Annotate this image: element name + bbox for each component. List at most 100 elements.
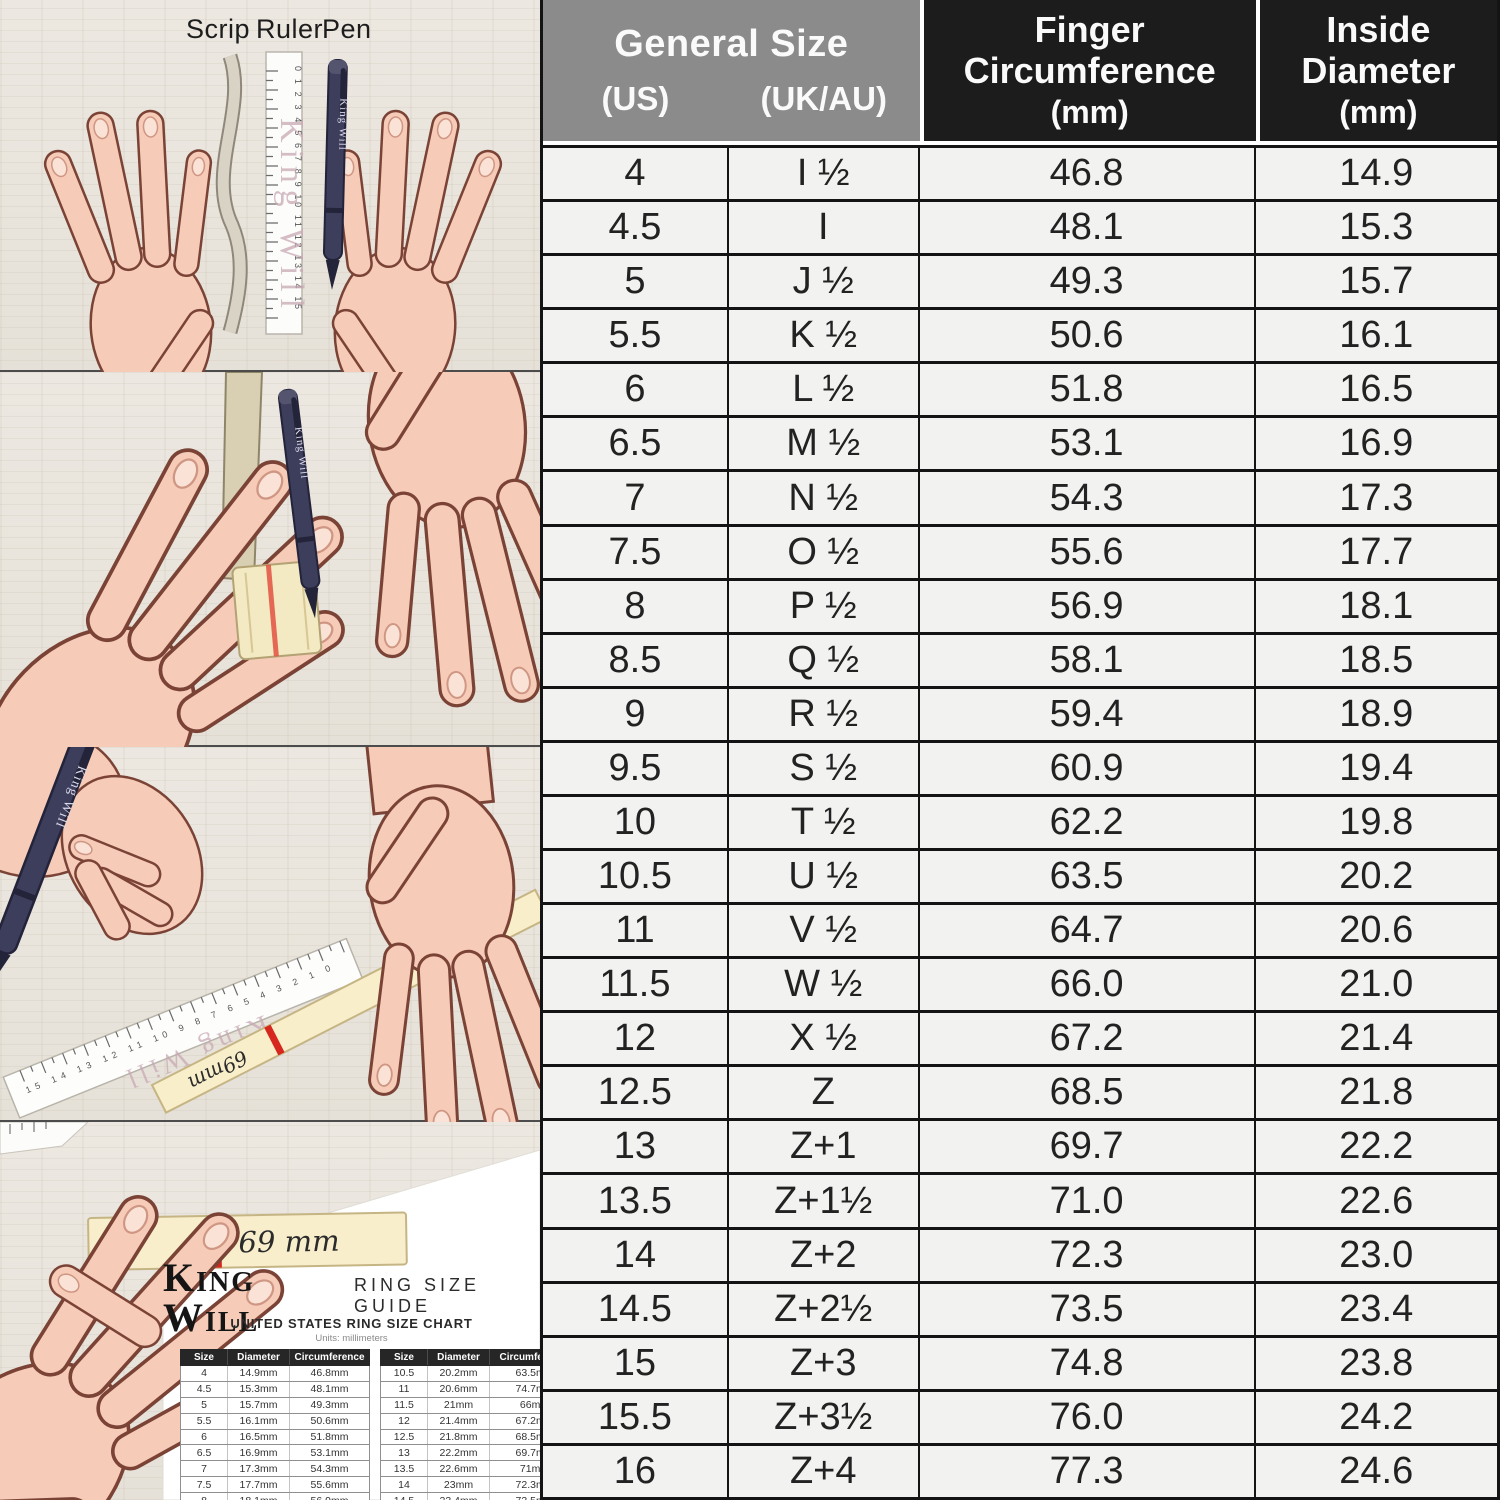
cell-circumference: 60.9 [919, 742, 1256, 794]
cell-us: 14 [543, 1229, 729, 1281]
mini-cell: 49.3mm [289, 1397, 369, 1413]
mini-table-row: 4.5 15.3mm 48.1mm [180, 1381, 370, 1398]
table-row: 15 Z+3 74.8 23.8 [543, 1337, 1497, 1392]
mini-cell: 63.5mm [489, 1366, 540, 1381]
mini-table-row: 11.5 21mm66mm [380, 1397, 540, 1414]
mini-cell: 53.1mm [289, 1445, 369, 1461]
table-row: 7.5 O ½ 55.6 17.7 [543, 526, 1497, 581]
cell-uk: P ½ [728, 580, 920, 632]
cell-diameter: 14.9 [1255, 148, 1497, 200]
mini-cell: 7 [201, 1462, 207, 1475]
mini-cell: 20.6mm [427, 1381, 489, 1397]
cell-uk: L ½ [728, 364, 920, 416]
cell-diameter: 17.3 [1255, 472, 1497, 524]
cell-us: 16 [543, 1445, 729, 1497]
mini-cell: 46.8mm [289, 1366, 369, 1381]
cell-uk: O ½ [728, 526, 920, 578]
cell-us: 7 [543, 472, 729, 524]
mini-cell: 48.1mm [289, 1381, 369, 1397]
cell-us: 13 [543, 1121, 729, 1173]
mini-cell: 8 [181, 1495, 227, 1500]
mini-cell: 15.3mm [227, 1381, 289, 1397]
cell-diameter: 16.1 [1255, 310, 1497, 362]
mini-cell: 68.5mm [489, 1429, 540, 1445]
cell-us: 7.5 [543, 526, 729, 578]
table-header: General Size (US) (UK/AU) Finger Circumf… [543, 0, 1497, 145]
cell-circumference: 56.9 [919, 580, 1256, 632]
cell-diameter: 16.5 [1255, 364, 1497, 416]
cell-us: 12 [543, 1013, 729, 1065]
table-row: 12.5 Z 68.5 21.8 [543, 1067, 1497, 1122]
mini-cell: 56.9mm [289, 1493, 369, 1500]
brand-logo: King Will [163, 1255, 260, 1340]
cell-uk: V ½ [728, 905, 920, 957]
cell-us: 6 [543, 364, 729, 416]
strip-measure-text: 69 mm [238, 1224, 340, 1260]
cell-uk: Z+1½ [728, 1175, 920, 1227]
mini-cell: 6 [201, 1431, 207, 1443]
mini-table-row: 7 17.3mm 54.3mm [180, 1461, 370, 1478]
guide-title: RING SIZE GUIDE [354, 1275, 481, 1316]
mini-cell: 6.5 [196, 1446, 212, 1459]
mini-cell: 17.3mm [227, 1461, 289, 1477]
cell-uk: Z+4 [728, 1445, 920, 1497]
mini-cell: 16.5mm [227, 1429, 289, 1445]
header-finger-unit: (mm) [1050, 93, 1129, 130]
gripping-fingers-illustration [68, 834, 174, 941]
table-row: 14.5 Z+2½ 73.5 23.4 [543, 1283, 1497, 1338]
cell-us: 6.5 [543, 418, 729, 470]
cell-circumference: 67.2 [919, 1013, 1256, 1065]
cell-uk: T ½ [728, 796, 920, 849]
ruler-numbers: 0 1 2 3 4 5 6 7 8 9 10 11 12 13 14 15 [293, 66, 303, 316]
mini-table-row: 14.523.4mm73.5mm [380, 1493, 540, 1500]
mini-cell: 14.5 [381, 1495, 427, 1500]
mini-cell: 12 [398, 1415, 410, 1428]
cell-circumference: 48.1 [919, 202, 1256, 254]
table-row: 12 X ½ 67.2 21.4 [543, 1013, 1497, 1068]
mini-table-left: Size Diameter Circumference 4 14.9mm 46.8mm 4.… [180, 1349, 370, 1500]
cell-diameter: 23.4 [1255, 1283, 1497, 1335]
table-row: 8.5 Q ½ 58.1 18.5 [543, 634, 1497, 689]
cell-us: 9 [543, 688, 729, 740]
cell-us: 5 [543, 256, 729, 308]
cell-us: 5.5 [543, 310, 729, 362]
table-row: 5.5 K ½ 50.6 16.1 [543, 310, 1497, 365]
mini-cell: 4.5 [196, 1383, 212, 1396]
cell-diameter: 22.2 [1255, 1121, 1497, 1173]
header-general-size: General Size (US) (UK/AU) [543, 0, 920, 141]
mini-cell: 12.5 [393, 1431, 415, 1443]
mini-cell: 74.7mm [489, 1381, 540, 1397]
mini-cell: 16.9mm [227, 1445, 289, 1461]
cell-uk: Z+2½ [728, 1283, 920, 1335]
strip-band-icon [231, 560, 323, 661]
cell-circumference: 58.1 [919, 634, 1256, 686]
cell-circumference: 66.0 [919, 959, 1256, 1011]
header-subrow: (US) (UK/AU) [543, 80, 920, 118]
table-row: 9.5 S ½ 60.9 19.4 [543, 742, 1497, 797]
cell-uk: U ½ [728, 851, 920, 903]
cell-diameter: 19.8 [1255, 796, 1497, 849]
thumb-illustration [48, 1264, 163, 1349]
mini-cell: 23mm [427, 1477, 489, 1493]
cell-circumference: 76.0 [919, 1391, 1256, 1443]
cell-diameter: 18.5 [1255, 634, 1497, 686]
cell-uk: I ½ [728, 148, 920, 200]
mini-cell: Size [193, 1351, 214, 1363]
cell-us: 11 [543, 905, 729, 957]
cell-circumference: 55.6 [919, 526, 1256, 578]
mini-cell: Circumference [489, 1349, 540, 1365]
mini-cell: 15.7mm [227, 1397, 289, 1413]
mini-table-row: 5 15.7mm 49.3mm [180, 1397, 370, 1414]
cell-diameter: 17.7 [1255, 526, 1497, 578]
cell-uk: I [728, 202, 920, 254]
units-note: Units: millimeters [315, 1333, 388, 1344]
cell-circumference: 62.2 [919, 796, 1256, 849]
cell-circumference: 63.5 [919, 851, 1256, 903]
panel-wrap-finger [0, 372, 540, 747]
cell-diameter: 18.1 [1255, 580, 1497, 632]
cell-us: 12.5 [543, 1067, 729, 1119]
